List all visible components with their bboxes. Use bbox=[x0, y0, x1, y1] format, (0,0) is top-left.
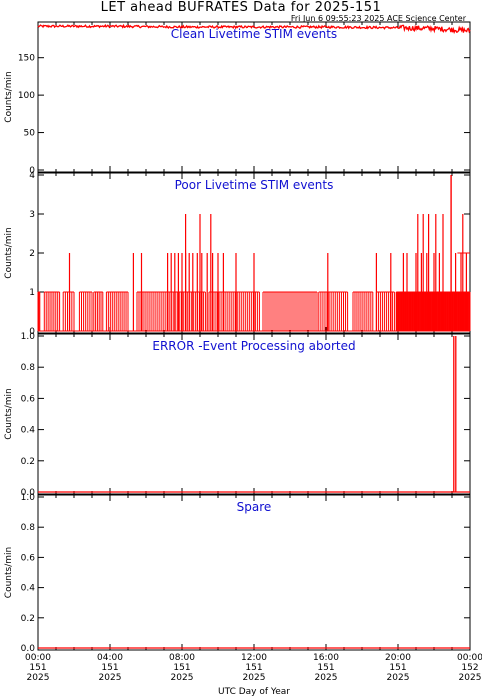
x-tick-label-time: 12:00 bbox=[241, 653, 267, 663]
x-tick-label-year: 2025 bbox=[243, 673, 266, 683]
chart-title: LET ahead BUFRATES Data for 2025-151 bbox=[100, 0, 382, 15]
y-tick-label: 4 bbox=[29, 171, 35, 181]
x-axis-label: UTC Day of Year bbox=[218, 687, 290, 697]
y-tick-label: 1.0 bbox=[21, 493, 36, 503]
series-line bbox=[37, 23, 471, 35]
y-tick-label: 0 bbox=[29, 327, 35, 337]
y-axis-label: Counts/min bbox=[4, 388, 14, 439]
x-tick-label-doy: 151 bbox=[389, 663, 406, 673]
x-tick-label-year: 2025 bbox=[27, 673, 50, 683]
x-tick-label-year: 2025 bbox=[171, 673, 194, 683]
y-tick-label: 0.8 bbox=[21, 523, 36, 533]
y-tick-label: 0.2 bbox=[21, 614, 35, 624]
y-axis-label: Counts/min bbox=[4, 227, 14, 278]
y-tick-label: 3 bbox=[29, 210, 35, 220]
panel-frame bbox=[37, 21, 471, 173]
y-axis-label: Counts/min bbox=[4, 71, 14, 122]
y-tick-label: 0.2 bbox=[21, 457, 35, 467]
x-tick-label-doy: 152 bbox=[461, 663, 478, 673]
panel-label: Poor Livetime STIM events bbox=[175, 178, 334, 192]
x-tick-label-year: 2025 bbox=[459, 673, 482, 683]
x-tick-label-doy: 151 bbox=[245, 663, 262, 673]
x-tick-label-doy: 151 bbox=[101, 663, 118, 673]
y-tick-label: 0.0 bbox=[21, 488, 36, 498]
x-tick-label-year: 2025 bbox=[387, 673, 410, 683]
y-tick-label: 0.4 bbox=[21, 584, 36, 594]
y-tick-label: 0.8 bbox=[21, 363, 36, 373]
x-tick-label-time: 00:00 bbox=[25, 653, 51, 663]
x-tick-label-time: 16:00 bbox=[313, 653, 339, 663]
y-axis-label: Counts/min bbox=[4, 547, 14, 598]
y-tick-label: 0.6 bbox=[21, 394, 36, 404]
panel-label: Clean Livetime STIM events bbox=[171, 27, 337, 41]
y-tick-label: 100 bbox=[18, 91, 35, 101]
y-tick-label: 150 bbox=[18, 54, 35, 64]
panel-label: Spare bbox=[237, 500, 272, 514]
x-tick-label-doy: 151 bbox=[29, 663, 46, 673]
x-tick-label-doy: 151 bbox=[317, 663, 334, 673]
x-tick-label-time: 08:00 bbox=[169, 653, 195, 663]
x-tick-label-year: 2025 bbox=[99, 673, 122, 683]
timestamp: Fri Jun 6 09:55:23 2025 ACE Science Cent… bbox=[290, 14, 466, 23]
panel-frame bbox=[37, 333, 471, 495]
x-tick-label-doy: 151 bbox=[173, 663, 190, 673]
y-tick-label: 0.4 bbox=[21, 426, 36, 436]
y-tick-label: 1 bbox=[29, 288, 35, 298]
y-tick-label: 0 bbox=[29, 166, 35, 176]
x-tick-label-time: 00:00 bbox=[457, 653, 482, 663]
panel-label: ERROR -Event Processing aborted bbox=[152, 339, 355, 353]
y-tick-label: 2 bbox=[29, 249, 35, 259]
x-tick-label-time: 20:00 bbox=[385, 653, 411, 663]
y-tick-label: 50 bbox=[24, 129, 36, 139]
y-tick-label: 0.6 bbox=[21, 553, 36, 563]
panel-frame bbox=[37, 494, 471, 651]
x-tick-label-time: 04:00 bbox=[97, 653, 123, 663]
y-tick-label: 0.0 bbox=[21, 644, 36, 654]
y-tick-label: 1.0 bbox=[21, 332, 36, 342]
x-tick-label-year: 2025 bbox=[315, 673, 338, 683]
